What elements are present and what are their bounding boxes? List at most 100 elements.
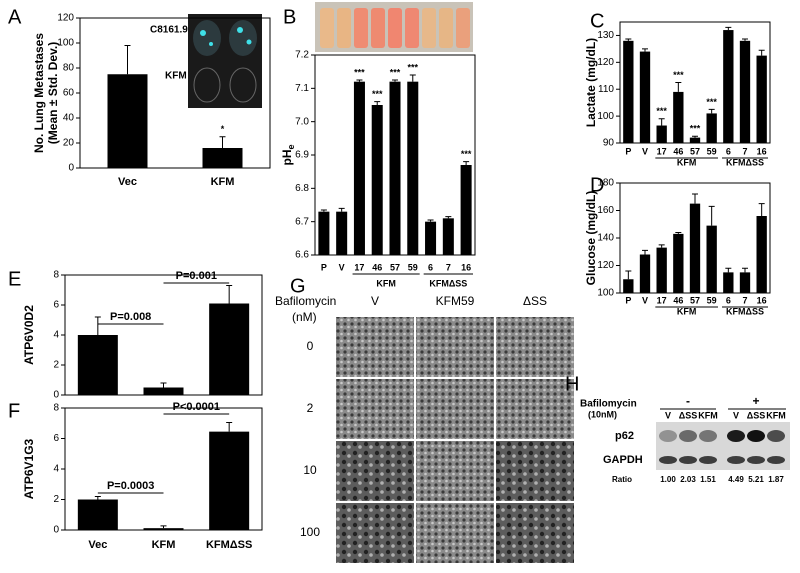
error-bar xyxy=(226,285,233,304)
group-label: KFM xyxy=(677,306,697,316)
bar xyxy=(739,40,751,144)
lane-label: ΔSS xyxy=(747,410,765,420)
bar xyxy=(673,91,684,143)
bar xyxy=(689,137,701,143)
y-axis-label: Lactate (mg/dL) xyxy=(584,38,598,127)
error-bar xyxy=(725,26,732,31)
bar xyxy=(460,165,472,255)
error-bar xyxy=(409,74,416,82)
y-axis-label: ATP6V0D2 xyxy=(22,305,36,365)
error-bar xyxy=(692,135,698,138)
bar xyxy=(143,528,184,530)
y-tick-label: 160 xyxy=(597,205,614,216)
p-value: P=0.0003 xyxy=(107,480,154,492)
lane-label: KFM xyxy=(698,410,718,420)
x-tick-label: P xyxy=(625,295,631,305)
dose-label: (10nM) xyxy=(588,409,617,419)
ratio-label: Ratio xyxy=(612,475,632,484)
micrograph xyxy=(336,317,414,377)
y-tick-label: 120 xyxy=(597,57,614,68)
row-label: 2 xyxy=(307,401,314,415)
lane-label: V xyxy=(665,410,671,420)
blot-band xyxy=(699,430,717,442)
x-tick-label: KFM xyxy=(152,539,176,551)
bar xyxy=(639,254,651,293)
blot-band xyxy=(747,456,765,464)
bar xyxy=(318,211,330,255)
significance-label: * xyxy=(221,124,225,134)
error-bar xyxy=(445,216,452,219)
error-bar xyxy=(625,38,632,41)
blot-band xyxy=(679,456,697,464)
micrograph xyxy=(496,503,574,563)
significance-label: *** xyxy=(690,124,701,134)
x-tick-label: 46 xyxy=(372,262,382,272)
error-bar xyxy=(124,45,131,75)
y-tick-label: 90 xyxy=(603,138,615,149)
y-axis-label: pHe xyxy=(280,144,296,165)
bar xyxy=(673,233,684,293)
lane-label: KFM xyxy=(766,410,786,420)
bar xyxy=(143,387,184,395)
x-tick-label: 46 xyxy=(673,146,683,156)
significance-label: *** xyxy=(354,67,365,77)
band-label: p62 xyxy=(615,430,634,442)
error-bar xyxy=(320,209,327,212)
row-label: 0 xyxy=(307,339,314,353)
error-bar xyxy=(160,382,167,388)
y-tick-label: 6 xyxy=(53,300,59,311)
group-label: KFMΔSS xyxy=(429,278,467,288)
error-bar xyxy=(160,525,167,529)
error-bar xyxy=(675,232,682,234)
error-bar xyxy=(708,108,715,114)
ratio-value: 2.03 xyxy=(680,475,696,484)
y-tick-label: 2 xyxy=(53,360,59,371)
error-bar xyxy=(758,203,765,216)
band-label: GAPDH xyxy=(603,454,643,466)
significance-label: *** xyxy=(372,89,383,99)
lane-label: ΔSS xyxy=(679,410,697,420)
significance-label: *** xyxy=(656,106,667,116)
y-tick-label: 2 xyxy=(53,494,59,505)
bar xyxy=(202,148,243,168)
panel-label: A xyxy=(8,6,22,28)
error-bar xyxy=(356,79,363,82)
x-tick-label: V xyxy=(642,295,648,305)
x-tick-label: Vec xyxy=(118,176,137,188)
y-axis-label-main: pH xyxy=(280,150,294,166)
blot-band xyxy=(767,456,785,464)
y-tick-label: 7.1 xyxy=(295,83,309,94)
bar xyxy=(209,303,250,395)
error-bar xyxy=(625,270,632,280)
y-axis-label-main: Glucose (mg/dL) xyxy=(584,191,598,286)
significance-label: *** xyxy=(390,67,401,77)
blot-band xyxy=(659,456,677,464)
micrograph xyxy=(336,441,414,501)
micrograph xyxy=(496,379,574,439)
y-tick-label: 6.6 xyxy=(295,250,309,261)
x-tick-label: P xyxy=(321,262,327,272)
x-tick-label: 6 xyxy=(726,146,731,156)
group-label: KFMΔSS xyxy=(726,306,764,316)
x-tick-label: 57 xyxy=(690,295,700,305)
micrograph xyxy=(496,317,574,377)
condition-label: - xyxy=(686,394,690,408)
panel-label: F xyxy=(8,400,20,422)
inset-label: C8161.9 xyxy=(150,25,188,36)
blot-band xyxy=(679,430,697,442)
error-bar xyxy=(392,79,398,82)
x-tick-label: 16 xyxy=(461,262,471,272)
bar xyxy=(739,272,751,293)
blot-band xyxy=(659,430,677,442)
x-tick-label: 7 xyxy=(446,262,451,272)
y-tick-label: 6.7 xyxy=(295,216,309,227)
bar xyxy=(623,279,634,293)
unit-label: (nM) xyxy=(292,310,317,324)
x-tick-label: 6 xyxy=(726,295,731,305)
bar xyxy=(389,81,401,256)
ratio-value: 1.00 xyxy=(660,475,676,484)
error-bar xyxy=(642,249,648,255)
error-bar xyxy=(658,244,665,248)
error-bar xyxy=(226,421,233,432)
